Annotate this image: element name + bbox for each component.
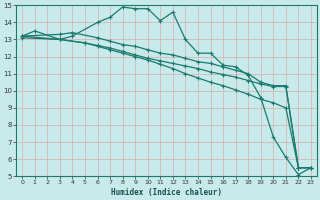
X-axis label: Humidex (Indice chaleur): Humidex (Indice chaleur) xyxy=(111,188,222,197)
